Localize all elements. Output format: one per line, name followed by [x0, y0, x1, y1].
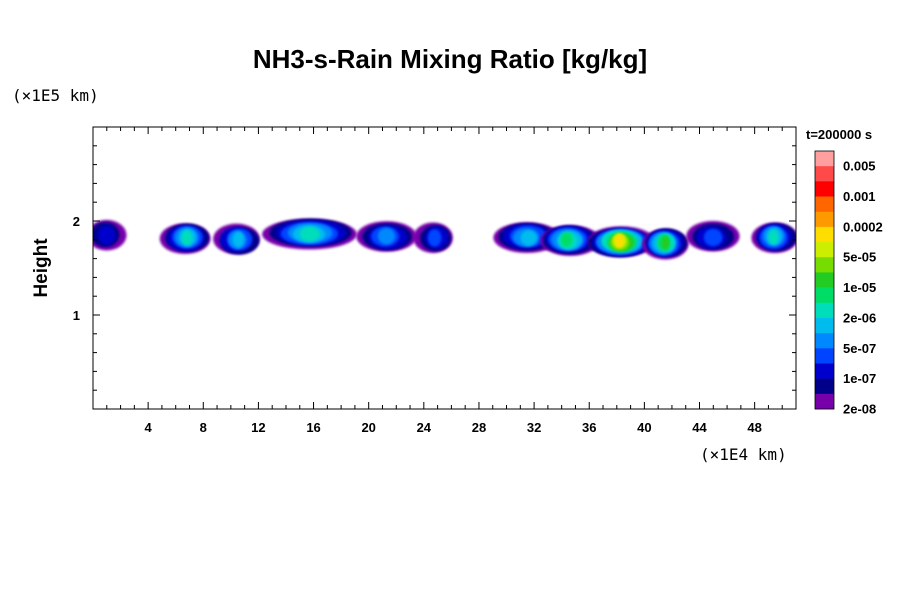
plot-frame: [92, 126, 797, 410]
colorbar-swatch: [815, 393, 834, 410]
chart-title: NH3-s-Rain Mixing Ratio [kg/kg]: [252, 44, 648, 74]
colorbar-label: 0.005: [843, 159, 876, 174]
colorbar-label: 5e-05: [843, 250, 876, 265]
x-tick-label: 20: [361, 420, 375, 435]
contour-level: [427, 229, 442, 247]
contour-level: [377, 228, 396, 245]
colorbar-swatch: [815, 348, 834, 364]
contour-level: [560, 232, 573, 247]
contour-field: [93, 218, 796, 260]
colorbar-swatch: [815, 317, 834, 334]
y-tick-label: 2: [73, 214, 80, 229]
colorbar: 0.005 0.001 0.0002 5e-05 1e-05 2e-06 5e-07 1e-0…: [814, 150, 883, 417]
colorbar-swatch: [815, 151, 834, 167]
colorbar-label: 0.001: [843, 189, 876, 204]
colorbar-swatch: [815, 287, 834, 304]
colorbar-swatch: [815, 302, 834, 319]
x-axis-unit-label: (×1E4 km): [700, 445, 787, 464]
contour-level: [768, 229, 779, 245]
colorbar-label: 2e-06: [843, 310, 876, 325]
colorbar-label: 1e-07: [843, 371, 876, 386]
x-tick-label: 16: [306, 420, 320, 435]
colorbar-swatch: [815, 333, 834, 349]
colorbar-label: 5e-07: [843, 341, 876, 356]
colorbar-label: 2e-08: [843, 402, 876, 417]
colorbar-swatch: [815, 181, 834, 197]
x-tick-label: 12: [251, 420, 265, 435]
y-tick-label: 1: [73, 308, 80, 323]
colorbar-title: t=200000 s: [806, 127, 873, 142]
contour-level: [299, 226, 320, 242]
colorbar-swatch: [815, 257, 834, 273]
colorbar-label: 0.0002: [843, 219, 883, 234]
x-tick-label: 44: [692, 420, 707, 435]
contour-level: [615, 234, 624, 248]
contour-level: [520, 230, 537, 246]
contour-level: [703, 228, 723, 247]
colorbar-swatch: [815, 363, 834, 379]
contour-level: [181, 230, 193, 246]
colorbar-swatch: [815, 211, 834, 228]
colorbar-frame: [814, 150, 835, 410]
x-tick-label: 32: [527, 420, 541, 435]
colorbar-swatch: [815, 242, 834, 258]
x-tick-label: 8: [200, 420, 207, 435]
colorbar-label: 1e-05: [843, 280, 876, 295]
x-axis: 4 8 12 16 20 24 28 32 36 40 44 48: [106, 127, 783, 435]
contour-level: [97, 225, 116, 245]
colorbar-swatch: [815, 378, 834, 395]
colorbar-swatch: [815, 196, 834, 213]
y-axis: 12: [73, 145, 796, 391]
x-tick-label: 48: [747, 420, 761, 435]
x-tick-label: 24: [417, 420, 432, 435]
colorbar-swatch: [815, 226, 834, 243]
contour-level: [232, 231, 245, 248]
x-tick-label: 4: [145, 420, 153, 435]
contour-level: [661, 235, 670, 250]
colorbar-swatch: [815, 272, 834, 288]
x-tick-label: 28: [472, 420, 486, 435]
y-axis-unit-label: (×1E5 km): [12, 86, 99, 105]
colorbar-swatch: [815, 166, 834, 182]
x-tick-label: 40: [637, 420, 651, 435]
x-tick-label: 36: [582, 420, 596, 435]
